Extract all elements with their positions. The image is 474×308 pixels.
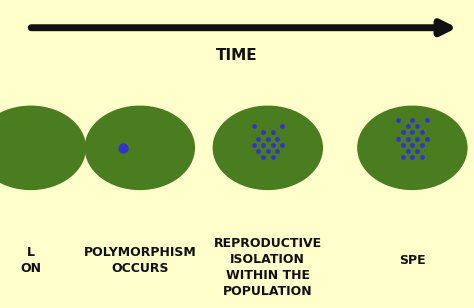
Point xyxy=(409,155,416,160)
Point xyxy=(423,136,430,141)
Point xyxy=(250,142,257,147)
Point xyxy=(255,148,262,153)
Point xyxy=(404,148,411,153)
Text: SPE: SPE xyxy=(399,254,426,267)
Point xyxy=(273,148,281,153)
Point xyxy=(404,124,411,129)
Point xyxy=(399,155,407,160)
Point xyxy=(278,124,286,129)
Point xyxy=(418,142,426,147)
Ellipse shape xyxy=(85,106,194,189)
Point xyxy=(250,124,257,129)
Point xyxy=(273,136,281,141)
Point xyxy=(394,136,402,141)
Point xyxy=(269,130,276,135)
Text: REPRODUCTIVE
ISOLATION
WITHIN THE
POPULATION: REPRODUCTIVE ISOLATION WITHIN THE POPULA… xyxy=(214,237,322,298)
Point xyxy=(399,130,407,135)
Point xyxy=(423,118,430,123)
Text: POLYMORPHISM
OCCURS: POLYMORPHISM OCCURS xyxy=(83,246,196,275)
Text: TIME: TIME xyxy=(216,48,258,63)
Point xyxy=(264,148,272,153)
Point xyxy=(413,124,421,129)
Point xyxy=(269,155,276,160)
Point xyxy=(399,142,407,147)
Point xyxy=(409,130,416,135)
Point xyxy=(418,130,426,135)
Point xyxy=(413,148,421,153)
Point xyxy=(418,155,426,160)
Ellipse shape xyxy=(0,106,85,189)
Point xyxy=(255,136,262,141)
Point xyxy=(278,142,286,147)
Text: L
ON: L ON xyxy=(20,246,41,275)
Point xyxy=(409,118,416,123)
Point xyxy=(394,118,402,123)
Point xyxy=(264,136,272,141)
Point xyxy=(413,136,421,141)
Point xyxy=(404,136,411,141)
Point xyxy=(259,130,267,135)
Point xyxy=(269,142,276,147)
Point xyxy=(119,145,127,150)
Ellipse shape xyxy=(213,106,322,189)
Ellipse shape xyxy=(358,106,467,189)
Point xyxy=(259,142,267,147)
Point xyxy=(409,142,416,147)
Point xyxy=(259,155,267,160)
